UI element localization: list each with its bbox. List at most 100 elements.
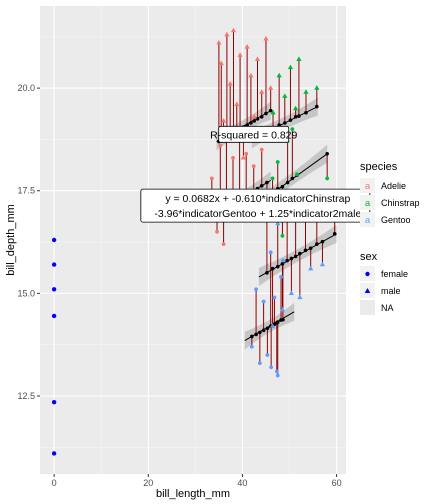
data-point-chinstrap xyxy=(296,56,302,61)
data-point-adelie xyxy=(216,39,222,45)
r-squared-label-box xyxy=(218,125,290,143)
data-point-adelie xyxy=(259,89,265,94)
species-legend-key-chinstrap: a xyxy=(365,198,371,209)
data-point-adelie xyxy=(237,52,243,57)
species-legend-label: Adelie xyxy=(381,181,406,191)
data-point-gentoo xyxy=(272,295,277,300)
sex-legend-label: male xyxy=(381,286,401,296)
fitted-point xyxy=(252,119,256,123)
fitted-point xyxy=(259,115,264,119)
data-point-gentoo xyxy=(254,287,258,292)
data-point-chinstrap xyxy=(325,176,330,181)
data-point-chinstrap xyxy=(280,233,285,238)
fitted-point xyxy=(308,246,313,251)
fitted-point xyxy=(280,262,285,266)
data-point-gentoo xyxy=(308,265,314,271)
species-legend-title: species xyxy=(360,161,398,173)
na-point xyxy=(51,451,57,456)
data-point-adelie xyxy=(240,154,246,160)
fitted-point xyxy=(268,108,273,113)
data-point-adelie xyxy=(259,147,264,152)
fitted-point xyxy=(293,254,298,259)
y-tick-label: 12.5 xyxy=(17,391,35,401)
fitted-point xyxy=(258,330,262,335)
equation-line-2: -3.96*indicatorGentoo + 1.25*indicator2m… xyxy=(154,208,361,220)
species-legend-key-gentoo: a xyxy=(365,215,371,226)
data-point-gentoo xyxy=(275,373,280,378)
x-axis-title: bill_length_mm xyxy=(156,488,230,500)
fitted-point xyxy=(320,239,325,244)
fitted-point xyxy=(264,111,268,116)
sex-legend-key-female xyxy=(365,271,370,277)
species-legend-label: Gentoo xyxy=(381,215,411,225)
na-point xyxy=(51,262,57,267)
fitted-point xyxy=(283,121,287,125)
fitted-point xyxy=(303,248,308,253)
fitted-point xyxy=(281,317,285,322)
fitted-point xyxy=(325,151,329,156)
data-point-adelie xyxy=(215,229,219,234)
species-legend-key-adelie: a xyxy=(365,181,371,192)
data-point-adelie xyxy=(230,27,237,33)
fitted-point xyxy=(275,264,280,269)
sex-legend-key-male xyxy=(364,288,371,293)
data-point-gentoo xyxy=(281,258,285,263)
data-point-chinstrap xyxy=(290,127,295,132)
data-point-gentoo xyxy=(274,369,279,374)
data-point-adelie xyxy=(218,143,223,148)
data-point-gentoo xyxy=(319,261,326,267)
data-point-adelie xyxy=(263,35,269,41)
sex-legend-label: NA xyxy=(381,303,394,313)
na-point xyxy=(51,399,57,405)
data-point-gentoo xyxy=(265,353,270,357)
data-point-gentoo xyxy=(279,275,283,279)
fitted-point xyxy=(265,271,269,275)
fitted-point xyxy=(265,180,269,185)
fitted-point xyxy=(265,326,270,331)
fitted-point xyxy=(249,121,253,125)
y-tick-label: 15.0 xyxy=(17,288,35,298)
na-point xyxy=(51,287,57,292)
data-point-chinstrap xyxy=(295,172,299,177)
data-point-adelie xyxy=(244,151,249,156)
x-tick-label: 0 xyxy=(52,478,57,488)
data-point-chinstrap xyxy=(282,93,288,98)
data-point-gentoo xyxy=(297,294,303,300)
legend-key xyxy=(360,212,375,227)
data-point-chinstrap xyxy=(303,89,309,94)
fitted-point xyxy=(315,104,319,109)
data-point-gentoo xyxy=(257,361,262,366)
data-point-gentoo xyxy=(288,290,294,295)
legend-key xyxy=(360,195,375,210)
fitted-point xyxy=(261,328,266,333)
fitted-point xyxy=(288,118,293,122)
data-point-gentoo xyxy=(279,306,286,312)
data-point-gentoo xyxy=(249,344,254,349)
x-tick-label: 60 xyxy=(332,478,342,488)
x-tick-label: 20 xyxy=(143,478,153,488)
equation-line-1: y = 0.0682x + -0.610*indicatorChinstrap xyxy=(165,193,350,205)
data-point-chinstrap xyxy=(270,109,276,115)
data-point-adelie xyxy=(251,164,256,169)
data-point-adelie xyxy=(209,176,214,181)
data-point-gentoo xyxy=(261,299,266,304)
fitted-point xyxy=(255,117,260,121)
data-point-chinstrap xyxy=(287,64,294,70)
data-point-adelie xyxy=(221,117,227,123)
data-point-adelie xyxy=(224,31,230,37)
data-point-chinstrap xyxy=(293,105,299,111)
plot-panel xyxy=(40,6,346,474)
fitted-point xyxy=(285,180,290,185)
x-tick-label: 40 xyxy=(237,478,247,488)
data-point-adelie xyxy=(234,101,240,107)
fitted-point xyxy=(259,184,264,188)
fitted-point xyxy=(332,232,337,236)
data-point-adelie xyxy=(268,85,274,90)
y-axis-title: bill_depth_mm xyxy=(5,204,17,276)
axes: 0 20 40 60 12.5 15.0 17.5 20.0 xyxy=(17,83,341,488)
fitted-point xyxy=(285,258,289,263)
data-point-gentoo xyxy=(268,250,273,255)
legend-key xyxy=(360,178,375,193)
